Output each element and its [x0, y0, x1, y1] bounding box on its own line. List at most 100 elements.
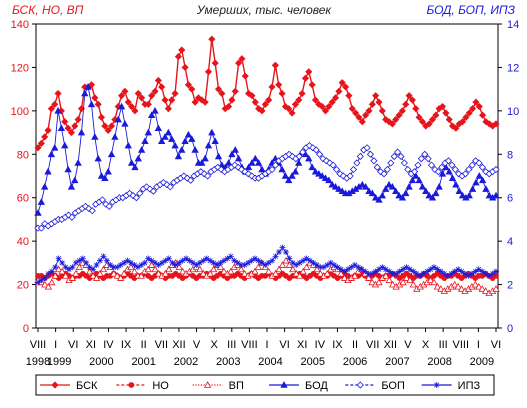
series-6-point — [148, 257, 155, 264]
series-5-point — [414, 161, 422, 169]
x-tick-label: VI — [68, 339, 78, 351]
legend-label: ВП — [229, 380, 244, 392]
left-tick-label: 100 — [11, 106, 29, 118]
series-6-point — [344, 266, 351, 273]
x-tick-label: XII — [384, 339, 397, 351]
series-3-point — [385, 276, 393, 284]
legend-label: БОП — [381, 380, 405, 392]
series-3-point — [120, 269, 128, 277]
series-6-point — [282, 249, 289, 255]
series-4-point — [164, 128, 173, 136]
series-6-point — [121, 259, 128, 266]
series-6-point — [90, 266, 97, 273]
x-year-label: 1999 — [47, 356, 71, 368]
series-1-point — [67, 129, 75, 137]
series-6-point — [320, 264, 327, 271]
series-3-point — [99, 265, 108, 273]
series-3-point — [382, 272, 390, 279]
series-1-point — [87, 81, 96, 89]
series-4-point — [358, 180, 366, 188]
right-tick-label: 14 — [507, 19, 519, 31]
series-6-point — [93, 262, 100, 269]
x-tick-label: VI — [279, 339, 289, 351]
series-4-point — [111, 133, 119, 140]
series-1-point — [308, 81, 316, 89]
series-6-point — [272, 253, 279, 260]
series-3-point — [110, 269, 118, 277]
series-4-point — [475, 172, 483, 179]
series-6-point — [286, 255, 293, 262]
series-1-point — [442, 109, 450, 117]
series-1-point — [158, 83, 166, 91]
series-1-point — [321, 107, 330, 115]
series-4-point — [188, 135, 196, 142]
series-6-point — [334, 264, 341, 271]
series-6-point — [48, 268, 55, 275]
series-1-point — [475, 102, 483, 111]
series-6-point — [45, 270, 52, 277]
series-1-point — [134, 89, 142, 98]
x-tick-label: VIII — [30, 339, 47, 351]
series-5-point — [387, 159, 395, 167]
series-1-point — [121, 87, 129, 95]
series-6-point — [155, 262, 162, 269]
series-4-point — [338, 187, 346, 195]
x-tick-label: I — [54, 339, 57, 351]
series-3-point — [220, 267, 228, 275]
series-4-point — [478, 176, 487, 184]
series-1-point — [459, 118, 467, 126]
series-4-point — [365, 187, 373, 195]
series-6-point — [317, 264, 324, 271]
series-1-point — [144, 100, 152, 108]
series-5-point — [363, 144, 371, 152]
series-6-point — [186, 257, 193, 264]
series-6-point — [472, 268, 479, 275]
series-5-point — [187, 176, 195, 184]
series-4-point — [468, 185, 477, 192]
left-tick-label: 40 — [17, 236, 29, 248]
x-year-label: 2004 — [258, 356, 282, 368]
x-tick-label: I — [477, 339, 480, 351]
series-3-point — [275, 265, 283, 273]
series-6-point — [86, 264, 93, 271]
series-1-point — [338, 79, 346, 87]
series-1-point — [241, 72, 249, 80]
left-tick-label: 60 — [17, 193, 29, 205]
series-4-point — [281, 172, 290, 179]
series-6-point — [214, 262, 221, 269]
series-4-point — [448, 174, 457, 181]
series-4-point — [144, 128, 153, 136]
series-4-point — [482, 185, 490, 192]
series-4-point — [201, 154, 209, 162]
legend-label: ИПЗ — [458, 380, 481, 392]
series-3-point — [75, 263, 84, 271]
series-3-point — [58, 267, 66, 275]
series-1-point — [301, 74, 310, 82]
series-5-point — [424, 155, 432, 163]
series-4-point — [117, 102, 126, 110]
series-group — [34, 35, 500, 297]
series-6-point — [251, 255, 258, 262]
series-5-point — [312, 146, 320, 154]
series-1-point — [398, 107, 406, 115]
series-6-point — [289, 259, 296, 266]
series-3-point — [196, 265, 204, 273]
series-1-point — [238, 55, 246, 63]
series-6-point — [124, 257, 131, 264]
series-6-point — [379, 264, 386, 271]
series-5-point — [380, 170, 388, 178]
series-3-point — [251, 267, 259, 275]
series-6-point — [482, 270, 489, 277]
series-5-point — [451, 165, 459, 174]
series-6-point — [110, 264, 117, 271]
series-3-point — [68, 274, 77, 281]
series-4-point — [408, 176, 417, 184]
series-4-point — [412, 172, 420, 179]
series-4-point — [321, 174, 330, 181]
series-1-point — [188, 85, 196, 93]
x-year-label: 2008 — [427, 356, 451, 368]
series-4-point — [204, 141, 213, 149]
series-1-point — [107, 122, 116, 130]
series-6-point — [486, 272, 493, 279]
x-tick-label: XI — [297, 339, 307, 351]
